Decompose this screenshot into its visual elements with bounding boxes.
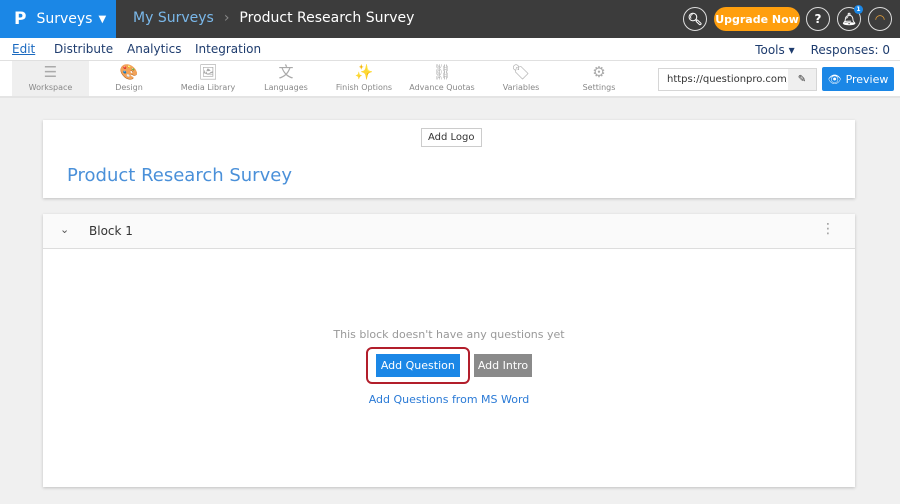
collapse-icon[interactable]: ⌄ <box>60 223 70 236</box>
tag-icon: 🏷 <box>511 63 531 81</box>
caret-down-icon: ▼ <box>98 13 107 25</box>
breadcrumb: My Surveys › Product Research Survey <box>133 10 414 26</box>
tab-analytics[interactable]: Analytics <box>127 42 182 56</box>
tool-variables[interactable]: 🏷 Variables <box>482 61 560 96</box>
help-button[interactable]: ? <box>806 7 830 31</box>
search-icon: 🔍︎ <box>687 12 703 26</box>
pencil-icon[interactable]: ✎ <box>788 69 816 90</box>
profile-avatar[interactable]: ◠ <box>868 7 892 31</box>
app-name: Surveys <box>36 11 93 27</box>
tool-label: Settings <box>582 83 616 92</box>
tool-label: Languages <box>264 83 308 92</box>
survey-header-card: Add Logo Product Research Survey <box>43 120 855 198</box>
more-options-icon[interactable]: ⋮ <box>821 221 835 237</box>
link-icon: ⛓ <box>432 63 452 81</box>
breadcrumb-my-surveys[interactable]: My Surveys <box>133 10 214 26</box>
tab-edit[interactable]: Edit <box>12 42 36 56</box>
tab-integration[interactable]: Integration <box>195 42 262 56</box>
notification-badge: 1 <box>854 5 863 14</box>
tool-media-library[interactable]: 🖼 Media Library <box>169 61 247 96</box>
responses-count[interactable]: Responses: 0 <box>810 43 890 57</box>
block-name[interactable]: Block 1 <box>89 224 133 238</box>
tool-advance-quotas[interactable]: ⛓ Advance Quotas <box>403 61 481 96</box>
tool-label: Variables <box>502 83 540 92</box>
upgrade-now-button[interactable]: Upgrade Now <box>714 7 800 31</box>
preview-label: Preview <box>845 72 889 86</box>
nav-right-group: Tools ▾ Responses: 0 <box>755 43 890 57</box>
add-from-ms-word-link: Add Questions from MS Word <box>43 393 855 406</box>
tool-label: Finish Options <box>335 83 393 92</box>
search-button[interactable]: 🔍︎ <box>683 7 707 31</box>
tool-label: Advance Quotas <box>409 83 475 92</box>
tool-languages[interactable]: 文 Languages <box>247 61 325 96</box>
tool-settings[interactable]: ⚙ Settings <box>560 61 638 96</box>
empty-block-message: This block doesn't have any questions ye… <box>333 328 565 341</box>
survey-url: https://questionpro.com/t/A <box>667 74 787 85</box>
highlight-outline: Add Question <box>365 347 470 384</box>
questionpro-logo: P <box>14 9 27 29</box>
tools-menu[interactable]: Tools ▾ <box>755 43 795 57</box>
palette-icon: 🎨 <box>119 63 139 81</box>
chevron-right-icon: › <box>223 10 230 26</box>
block-actions: Add Question Add Intro <box>43 347 855 384</box>
survey-title[interactable]: Product Research Survey <box>67 165 292 186</box>
tool-workspace[interactable]: ☰ Workspace <box>12 61 89 96</box>
rainbow-icon: ◠ <box>875 12 885 26</box>
secondary-nav: Edit Distribute Analytics Integration To… <box>0 38 900 61</box>
add-question-button[interactable]: Add Question <box>375 354 460 377</box>
bell-icon: 🔔︎ <box>841 12 857 26</box>
tool-label: Workspace <box>28 83 73 92</box>
image-icon: 🖼 <box>198 63 218 81</box>
add-logo-button[interactable]: Add Logo <box>421 128 482 147</box>
tool-label: Media Library <box>180 83 236 92</box>
help-icon: ? <box>814 12 822 26</box>
gear-icon: ⚙ <box>592 63 606 81</box>
surveys-menu[interactable]: P Surveys ▼ <box>0 0 116 38</box>
preview-button[interactable]: 👁︎ Preview <box>822 67 894 91</box>
tool-finish-options[interactable]: ✨ Finish Options <box>325 61 403 96</box>
translate-icon: 文 <box>278 63 294 81</box>
ms-word-link-text[interactable]: Add Questions from MS Word <box>368 393 530 406</box>
block-header: ⌄ Block 1 ⋮ <box>43 214 855 249</box>
top-bar: P Surveys ▼ My Surveys › Product Research … <box>0 0 900 38</box>
tab-distribute[interactable]: Distribute <box>54 42 114 56</box>
eye-icon: 👁︎ <box>827 72 842 86</box>
add-intro-button[interactable]: Add Intro <box>473 354 533 377</box>
notifications-button[interactable]: 🔔︎ 1 <box>837 5 863 31</box>
tool-label: Design <box>115 83 143 92</box>
workspace-icon: ☰ <box>43 63 58 81</box>
block-card: ⌄ Block 1 ⋮ This block doesn't have any … <box>43 214 855 487</box>
survey-url-field[interactable]: https://questionpro.com/t/A✎ <box>658 68 817 91</box>
breadcrumb-current: Product Research Survey <box>239 10 415 26</box>
magic-wand-icon: ✨ <box>354 63 374 81</box>
tool-design[interactable]: 🎨 Design <box>90 61 168 96</box>
